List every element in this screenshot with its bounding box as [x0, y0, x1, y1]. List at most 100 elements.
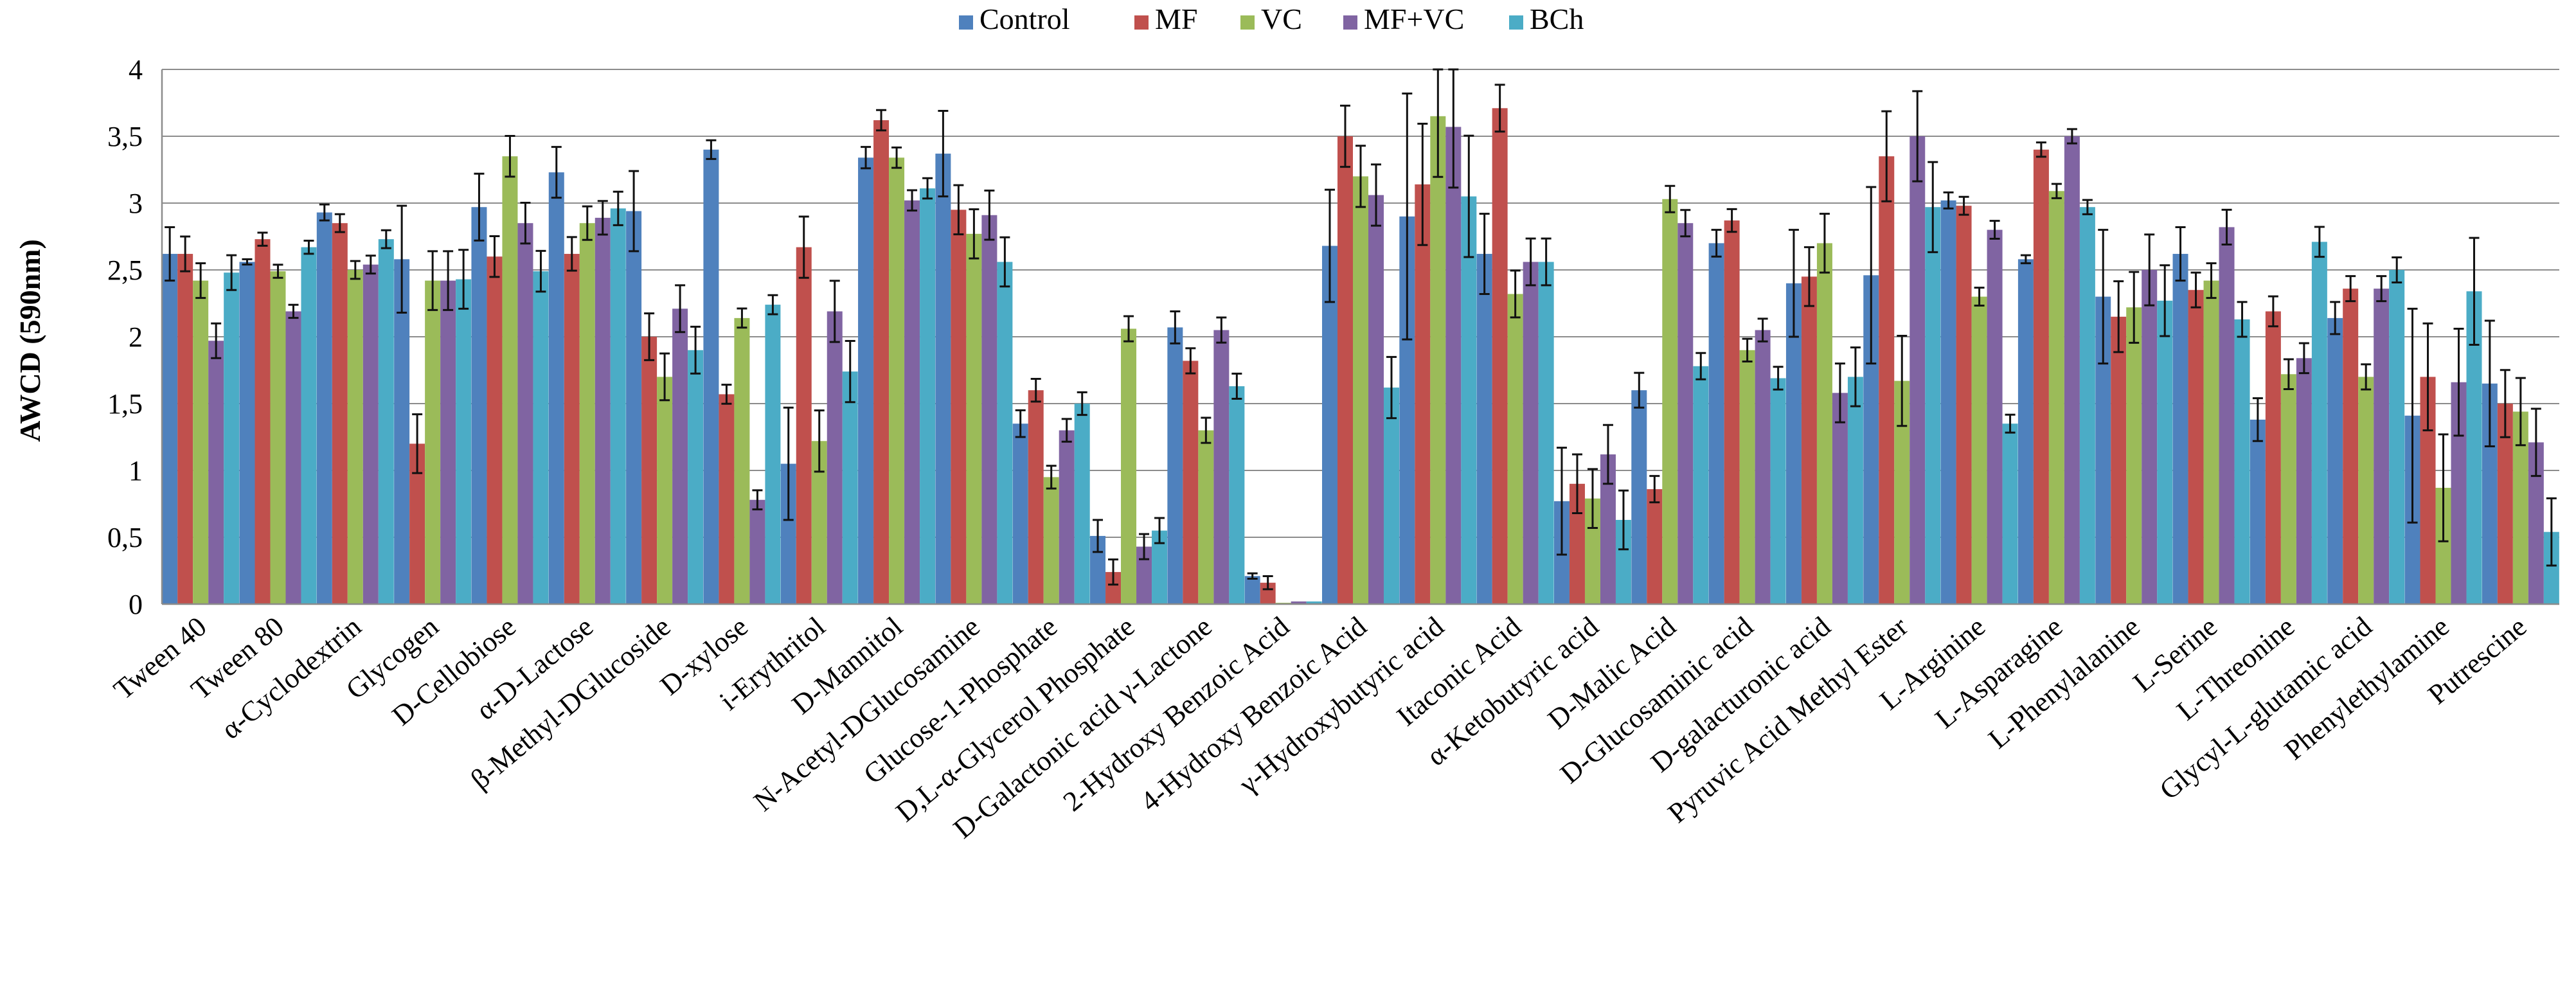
- bar-mf-d-galacturonic-acid: [1801, 276, 1817, 604]
- bar-control-l-threonine: [2250, 419, 2266, 604]
- bar-vc-glycyl-l-glutamic-acid: [2358, 377, 2374, 604]
- bar-control-tween-80: [239, 262, 255, 604]
- bar-mf-glucose-1-phosphate: [1028, 390, 1044, 604]
- bar-control-d-galactonic-acid-lactone: [1167, 327, 1183, 604]
- bar-mf-i-erythritol: [796, 247, 812, 604]
- bar-vc-l-serine: [2203, 280, 2219, 604]
- bar-bch-d-mannitol: [920, 188, 936, 604]
- bar-vc-l-asparagine: [2048, 191, 2064, 604]
- bar-mf-d-cellobiose: [487, 256, 503, 604]
- error-bars: [165, 68, 2557, 591]
- bar-mf-vc-2-hydroxy-benzoic-acid: [1291, 601, 1307, 604]
- bar-mf-vc-d-glucosaminic-acid: [1755, 330, 1771, 604]
- bar-mf-vc-d-galactonic-acid-lactone: [1213, 330, 1230, 604]
- bar-vc-d-malic-acid: [1662, 199, 1678, 604]
- y-tick-label: 2,5: [107, 254, 143, 286]
- bar-mf-d-lactose: [564, 254, 580, 604]
- bar-bch-l-threonine: [2311, 242, 2327, 604]
- bar-control-glycogen: [394, 259, 410, 604]
- bar-mf-n-acetyl-dglucosamine: [951, 210, 967, 604]
- bar-vc-d-glucosaminic-acid: [1739, 350, 1755, 604]
- bar-control-d-xylose: [703, 149, 719, 605]
- y-tick-label: 1,5: [107, 388, 143, 420]
- y-tick-label: 3,5: [107, 121, 143, 152]
- bar-bch-methyl-dglucoside: [688, 350, 704, 604]
- bar-vc-itaconic-acid: [1507, 294, 1523, 604]
- bar-mf-vc-cyclodextrin: [362, 264, 379, 604]
- bar-vc-d-mannitol: [889, 157, 905, 604]
- bar-control-glucose-1-phosphate: [1012, 424, 1028, 604]
- bar-control-d-lactose: [548, 172, 564, 604]
- bar-mf-vc-glucose-1-phosphate: [1059, 430, 1075, 604]
- bar-mf-4-hydroxy-benzoic-acid: [1337, 136, 1353, 604]
- bar-bch-tween-40: [224, 272, 240, 604]
- bar-series: [162, 108, 2559, 605]
- bar-mf-cyclodextrin: [332, 223, 348, 604]
- bar-control-tween-40: [162, 254, 178, 604]
- legend-label-mf: MF: [1155, 3, 1197, 35]
- axes: [161, 69, 2559, 605]
- bar-vc-cyclodextrin: [347, 270, 363, 604]
- legend-swatch-mf-vc: [1343, 15, 1357, 30]
- y-axis-ticks: 0 0,5 1 1,5 2 2,5 3 3,5 4: [107, 54, 143, 620]
- bar-bch-itaconic-acid: [1538, 262, 1554, 604]
- bar-control-l-asparagine: [2017, 259, 2034, 604]
- bar-bch-d-lactose: [610, 208, 626, 604]
- bar-bch-4-hydroxy-benzoic-acid: [1384, 388, 1399, 604]
- bar-mf-l-arginine: [1956, 206, 1972, 604]
- bar-control-d-glucosaminic-acid: [1708, 243, 1724, 604]
- bar-vc-tween-40: [193, 280, 209, 604]
- bar-bch-l-arginine: [2002, 424, 2018, 604]
- bar-control-4-hydroxy-benzoic-acid: [1322, 246, 1337, 604]
- bar-mf-vc-l-phenylalanine: [2142, 270, 2158, 604]
- bar-control-methyl-dglucoside: [626, 211, 642, 605]
- bar-vc-d-galacturonic-acid: [1816, 243, 1832, 604]
- bar-mf-l-serine: [2188, 290, 2204, 604]
- bar-bch-cyclodextrin: [378, 239, 394, 604]
- bar-mf-glycyl-l-glutamic-acid: [2343, 289, 2359, 604]
- y-tick-label: 4: [129, 54, 143, 85]
- bar-mf-vc-d-malic-acid: [1677, 223, 1694, 604]
- bar-bch-l-asparagine: [2079, 207, 2095, 604]
- bar-bch-d-glucosaminic-acid: [1770, 378, 1786, 604]
- bar-vc-glucose-1-phosphate: [1043, 477, 1059, 604]
- bar-mf-vc-l-threonine: [2296, 358, 2312, 604]
- bar-mf-vc-methyl-dglucoside: [672, 308, 688, 604]
- bar-mf-vc-glycogen: [440, 280, 456, 604]
- bar-vc-d-lactose: [579, 223, 595, 604]
- bar-vc-methyl-dglucoside: [657, 377, 673, 604]
- bar-mf-itaconic-acid: [1492, 108, 1508, 604]
- y-axis-title: AWCD (590nm): [13, 239, 46, 442]
- bar-mf-vc-d-mannitol: [904, 200, 920, 605]
- bar-mf-pyruvic-acid-methyl-ester: [1879, 156, 1895, 604]
- bar-mf-hydroxybutyric-acid: [1415, 184, 1431, 604]
- bar-mf-vc-itaconic-acid: [1523, 262, 1539, 604]
- bar-bch-l-phenylalanine: [2157, 300, 2173, 604]
- y-tick-label: 0,5: [107, 522, 143, 553]
- bar-vc-glycogen: [425, 280, 441, 604]
- bar-control-l-serine: [2172, 254, 2188, 604]
- bar-bch-n-acetyl-dglucosamine: [997, 262, 1013, 604]
- bar-control-cyclodextrin: [316, 212, 332, 604]
- bar-bch-glucose-1-phosphate: [1074, 404, 1090, 604]
- bar-mf-d-xylose: [719, 394, 735, 604]
- bar-bch-d-cellobiose: [533, 271, 549, 605]
- bar-mf-vc-pyruvic-acid-methyl-ester: [1910, 136, 1926, 604]
- bar-mf-d-mannitol: [873, 120, 890, 605]
- bar-vc-d-l-glycerol-phosphate: [1121, 328, 1137, 604]
- bar-mf-tween-40: [177, 254, 193, 604]
- bar-control-n-acetyl-dglucosamine: [935, 154, 951, 605]
- bar-vc-4-hydroxy-benzoic-acid: [1353, 176, 1368, 604]
- y-tick-label: 3: [129, 188, 143, 219]
- bar-mf-vc-l-arginine: [1987, 229, 2003, 605]
- bar-bch-hydroxybutyric-acid: [1461, 196, 1477, 605]
- legend-label-control: Control: [979, 3, 1070, 35]
- legend-swatch-bch: [1509, 15, 1523, 30]
- bar-control-glycyl-l-glutamic-acid: [2327, 317, 2343, 604]
- bar-mf-vc-d-lactose: [595, 217, 611, 604]
- bar-bch-i-erythritol: [842, 371, 858, 604]
- y-tick-label: 1: [129, 455, 143, 487]
- bar-control-d-mannitol: [858, 157, 874, 604]
- bar-mf-vc-d-cellobiose: [517, 223, 533, 604]
